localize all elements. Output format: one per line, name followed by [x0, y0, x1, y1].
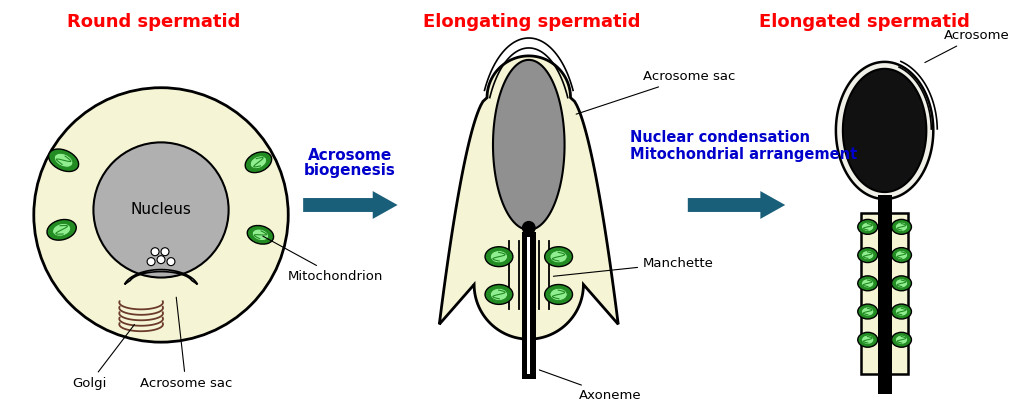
Circle shape: [34, 88, 288, 342]
Ellipse shape: [895, 307, 907, 316]
Ellipse shape: [54, 153, 73, 167]
Text: Axoneme: Axoneme: [540, 370, 641, 402]
Text: Acrosome: Acrosome: [925, 29, 1010, 63]
Text: biogenesis: biogenesis: [304, 163, 396, 178]
Ellipse shape: [861, 222, 873, 232]
Ellipse shape: [861, 307, 873, 316]
Ellipse shape: [490, 288, 508, 301]
Ellipse shape: [895, 279, 907, 288]
Ellipse shape: [858, 332, 878, 347]
Ellipse shape: [861, 250, 873, 260]
Text: Elongating spermatid: Elongating spermatid: [423, 13, 640, 31]
Circle shape: [522, 221, 536, 235]
Polygon shape: [836, 62, 933, 199]
Ellipse shape: [858, 304, 878, 319]
Polygon shape: [439, 56, 618, 339]
Circle shape: [152, 248, 159, 256]
Ellipse shape: [895, 222, 907, 232]
Text: Round spermatid: Round spermatid: [68, 13, 241, 31]
Polygon shape: [303, 191, 397, 219]
Polygon shape: [493, 60, 564, 230]
Text: Golgi: Golgi: [73, 324, 134, 390]
Ellipse shape: [892, 219, 911, 234]
Circle shape: [161, 248, 169, 256]
Text: Elongated spermatid: Elongated spermatid: [759, 13, 970, 31]
Ellipse shape: [485, 284, 513, 304]
Ellipse shape: [861, 279, 873, 288]
Ellipse shape: [892, 304, 911, 319]
Circle shape: [167, 258, 175, 266]
Circle shape: [157, 256, 165, 264]
Ellipse shape: [52, 223, 71, 236]
Bar: [861, 213, 908, 374]
Ellipse shape: [550, 288, 567, 301]
Ellipse shape: [895, 250, 907, 260]
Ellipse shape: [892, 247, 911, 263]
Ellipse shape: [892, 332, 911, 347]
Polygon shape: [125, 269, 198, 284]
Ellipse shape: [247, 225, 273, 244]
Ellipse shape: [48, 149, 79, 171]
Bar: [522, 232, 536, 379]
Polygon shape: [843, 69, 927, 192]
Ellipse shape: [858, 247, 878, 263]
Bar: [527, 237, 530, 374]
Ellipse shape: [490, 251, 508, 263]
Ellipse shape: [858, 276, 878, 291]
Bar: [878, 195, 892, 210]
Ellipse shape: [545, 284, 572, 304]
Ellipse shape: [47, 219, 76, 240]
Text: Mitochondrial arrangement: Mitochondrial arrangement: [630, 147, 857, 162]
Ellipse shape: [861, 335, 873, 344]
Polygon shape: [688, 191, 785, 219]
Text: Mitochondrion: Mitochondrion: [263, 236, 384, 282]
Ellipse shape: [892, 276, 911, 291]
Circle shape: [147, 258, 155, 266]
Ellipse shape: [545, 247, 572, 267]
Text: Nuclear condensation: Nuclear condensation: [630, 131, 810, 145]
Ellipse shape: [895, 335, 907, 344]
Text: Manchette: Manchette: [553, 257, 714, 276]
Text: Nucleus: Nucleus: [131, 202, 191, 217]
Ellipse shape: [858, 219, 878, 234]
Ellipse shape: [252, 229, 268, 241]
Text: Acrosome sac: Acrosome sac: [139, 297, 232, 390]
Bar: [878, 203, 892, 394]
Text: Acrosome sac: Acrosome sac: [577, 70, 735, 114]
Text: Acrosome: Acrosome: [308, 148, 392, 163]
Circle shape: [93, 142, 228, 278]
Ellipse shape: [250, 156, 266, 168]
Ellipse shape: [245, 152, 271, 173]
Ellipse shape: [485, 247, 513, 267]
Ellipse shape: [550, 251, 567, 263]
